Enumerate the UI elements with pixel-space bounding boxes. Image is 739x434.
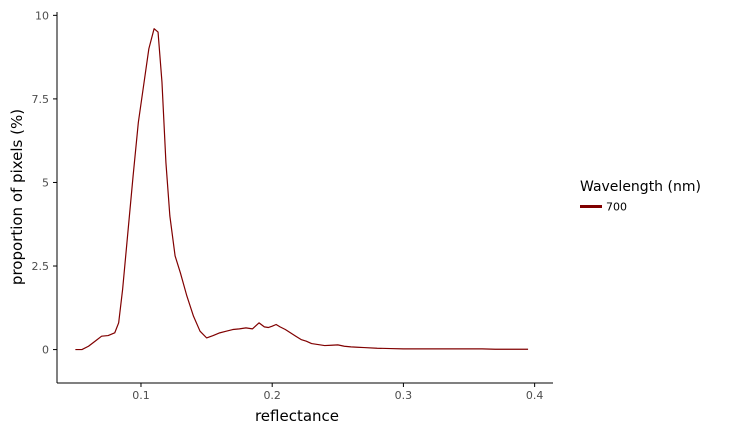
y-tick-label: 7.5 [32,93,50,106]
y-tick-label: 10 [35,9,49,22]
x-tick-label: 0.1 [132,389,150,402]
series-line-700 [75,28,529,351]
x-ticks: 0.1 0.2 0.3 0.4 [132,383,543,402]
y-axis-title: proportion of pixels (%) [8,109,26,285]
legend: Wavelength (nm) 700 [580,179,701,214]
series-layer [75,28,529,351]
x-axis-title: reflectance [255,407,339,425]
y-tick-label: 0 [42,344,49,357]
legend-title: Wavelength (nm) [580,179,701,195]
x-tick-label: 0.3 [395,389,413,402]
x-tick-label: 0.2 [263,389,281,402]
legend-label: 700 [606,201,627,214]
y-tick-label: 5 [42,176,49,189]
x-tick-label: 0.4 [526,389,544,402]
y-ticks: 0 2.5 5 7.5 10 [32,9,57,357]
plot-area: 0 2.5 5 7.5 10 0.1 0.2 0.3 0.4 [32,9,553,402]
y-tick-label: 2.5 [32,260,50,273]
